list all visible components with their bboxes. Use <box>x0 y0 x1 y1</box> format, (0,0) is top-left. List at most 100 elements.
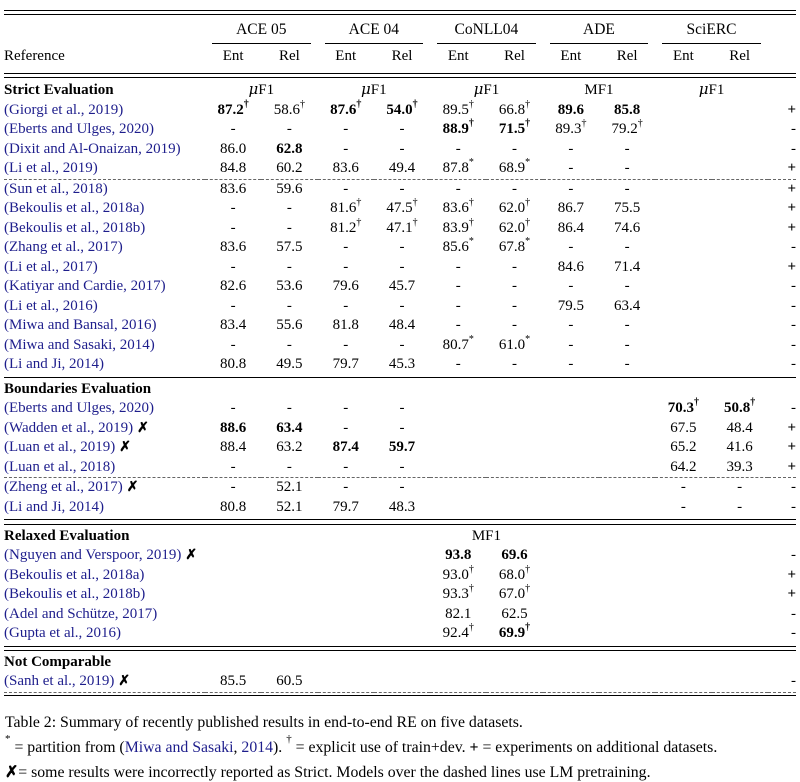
dataset-name: CoNLL04 <box>437 19 536 44</box>
reference-citation[interactable]: (Zhang et al., 2017) <box>4 239 123 256</box>
score-value: 59.7 <box>388 439 416 456</box>
score-cell <box>486 477 543 498</box>
score-value: 62.0 <box>498 200 526 217</box>
section-title: Not Comparable <box>4 653 112 670</box>
caption-citation[interactable]: Miwa and Sasaki <box>124 738 234 756</box>
score-value: 85.5 <box>220 673 247 690</box>
reference-citation[interactable]: (Li et al., 2017) <box>4 258 98 275</box>
reference-citation[interactable]: (Giorgi et al., 2019) <box>4 101 124 118</box>
score-value: 84.8 <box>220 160 247 177</box>
metric-label: μF1 <box>698 80 725 99</box>
extra-datasets-flag: - <box>791 625 796 642</box>
subcolumn-label: Rel <box>504 47 525 64</box>
score-cell: 85.8 <box>599 101 655 121</box>
reference-citation[interactable]: (Li et al., 2016) <box>4 297 98 314</box>
score-cell: - <box>318 336 374 356</box>
score-cell <box>712 277 768 297</box>
extra-datasets-flag: - <box>791 400 796 417</box>
subcolumn-label: Ent <box>447 47 469 64</box>
reference-citation[interactable]: (Bekoulis et al., 2018b) <box>4 219 146 236</box>
metric-label <box>430 380 543 400</box>
mu-symbol: μ <box>361 80 371 99</box>
score-cell: 83.4 <box>205 316 261 336</box>
score-cell <box>486 498 542 518</box>
score-cell: - <box>374 140 430 160</box>
score-cell: - <box>599 277 655 297</box>
reference-citation[interactable]: (Adel and Schütze, 2017) <box>4 605 158 622</box>
reference-citation[interactable]: (Li et al., 2019) <box>4 160 98 177</box>
extra-datasets-flag: + <box>787 101 796 118</box>
score-cell: - <box>430 297 486 317</box>
score-cell: 83.6 <box>318 159 374 179</box>
reference-citation[interactable]: (Miwa and Bansal, 2016) <box>4 317 157 334</box>
score-cell <box>205 624 261 644</box>
score-value: 65.2 <box>670 439 697 456</box>
dataset-name: ACE 04 <box>324 19 424 44</box>
reference-citation[interactable]: (Eberts and Ulges, 2020) <box>4 400 154 417</box>
reference-citation[interactable]: (Bekoulis et al., 2018b) <box>4 586 146 603</box>
subcolumn-label: Ent <box>222 47 244 64</box>
score-value: 86.0 <box>220 140 247 157</box>
reference-citation[interactable]: (Katiyar and Cardie, 2017) <box>4 278 166 295</box>
score-value: - <box>286 121 292 138</box>
score-cell <box>542 477 599 498</box>
score-cell <box>543 399 599 419</box>
reference-citation[interactable]: (Miwa and Sasaki, 2014) <box>4 336 155 353</box>
reference-citation[interactable]: (Eberts and Ulges, 2020) <box>4 121 154 138</box>
reference-citation[interactable]: (Li and Ji, 2014) <box>4 356 104 373</box>
reference-citation[interactable]: (Bekoulis et al., 2018a) <box>4 566 145 583</box>
extra-datasets-flag: + <box>787 439 796 456</box>
score-marker: † <box>356 197 362 209</box>
caption-citation[interactable]: 2014 <box>241 738 274 756</box>
score-marker: † <box>243 98 249 110</box>
score-cell: - <box>599 159 655 179</box>
score-cell: - <box>486 258 542 278</box>
reference-citation[interactable]: (Wadden et al., 2019) <box>4 419 134 436</box>
score-value: - <box>230 258 236 275</box>
extra-datasets-flag: + <box>787 419 796 436</box>
reference-citation[interactable]: (Nguyen and Verspoor, 2019) <box>4 547 182 564</box>
reference-citation[interactable]: (Sun et al., 2018) <box>4 180 108 197</box>
score-cell <box>205 605 261 625</box>
score-value: 69.9 <box>498 625 526 642</box>
score-cell: - <box>205 336 261 356</box>
score-cell: - <box>261 297 317 317</box>
score-cell <box>543 605 599 625</box>
reference-citation[interactable]: (Li and Ji, 2014) <box>4 498 104 515</box>
score-cell: - <box>599 140 655 160</box>
score-value: - <box>343 140 349 157</box>
score-cell: 58.6† <box>261 99 317 121</box>
score-value: - <box>455 356 461 373</box>
score-value: - <box>680 479 686 496</box>
score-value: - <box>230 479 236 496</box>
score-marker: † <box>468 197 474 209</box>
score-cell: 89.5† <box>430 99 486 121</box>
caption-text: † <box>286 733 292 746</box>
score-cell <box>543 498 599 518</box>
score-cell <box>543 624 599 644</box>
score-cell <box>430 399 486 419</box>
score-value: - <box>343 121 349 138</box>
subcolumn-label: Ent <box>335 47 357 64</box>
score-value: - <box>680 498 686 515</box>
score-value: 47.5 <box>386 200 413 217</box>
reference-citation[interactable]: (Dixit and Al-Onaizan, 2019) <box>4 140 181 157</box>
reference-citation[interactable]: (Bekoulis et al., 2018a) <box>4 200 145 217</box>
score-cell: - <box>318 238 374 258</box>
score-marker: * <box>468 333 474 345</box>
reference-citation[interactable]: (Luan et al., 2019) <box>4 439 116 456</box>
score-cell: 81.6† <box>318 197 374 219</box>
score-value: 82.1 <box>445 605 472 622</box>
score-value: 55.6 <box>276 317 303 334</box>
metric-label <box>543 653 656 673</box>
score-cell: - <box>374 297 430 317</box>
reference-citation[interactable]: (Luan et al., 2018) <box>4 458 116 475</box>
score-cell <box>599 546 655 566</box>
table-row: (Miwa and Sasaki, 2014) - - - -80.7* 61.0* - - - <box>4 333 796 356</box>
cross-mark-icon: ✗ <box>137 420 149 436</box>
score-cell: - <box>318 399 374 419</box>
score-cell <box>486 458 542 478</box>
reference-citation[interactable]: (Gupta et al., 2016) <box>4 625 122 642</box>
reference-citation[interactable]: (Zheng et al., 2017) <box>4 479 123 496</box>
reference-citation[interactable]: (Sanh et al., 2019) <box>4 673 115 690</box>
